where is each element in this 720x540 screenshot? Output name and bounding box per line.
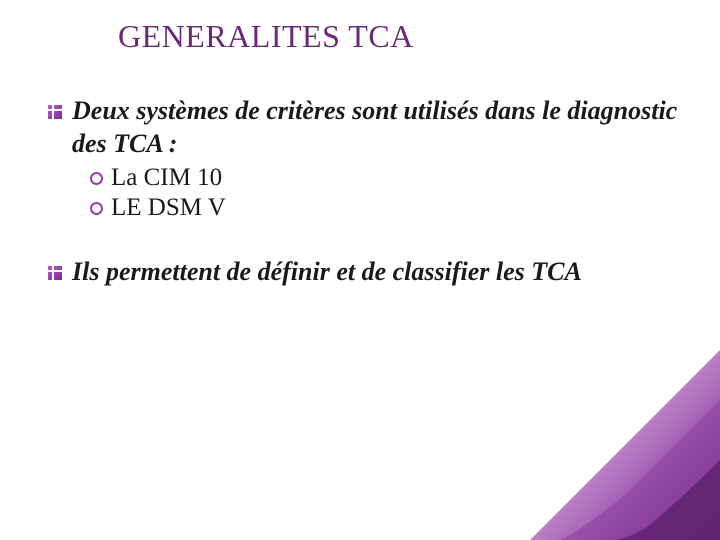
square-bullet-icon [48, 105, 62, 119]
circle-bullet-icon [90, 202, 103, 215]
sub-item: LE DSM V [90, 194, 680, 222]
square-bullet-icon [48, 266, 62, 280]
sub-text: La CIM 10 [111, 164, 222, 192]
bullet-item: Ils permettent de définir et de classifi… [48, 256, 680, 289]
sub-item: La CIM 10 [90, 164, 680, 192]
sub-list: La CIM 10 LE DSM V [90, 164, 680, 222]
bullet-item: Deux systèmes de critères sont utilisés … [48, 95, 680, 160]
corner-gradient-icon [530, 350, 720, 540]
circle-bullet-icon [90, 172, 103, 185]
content-block: Deux systèmes de critères sont utilisés … [48, 95, 680, 289]
bullet-text: Ils permettent de définir et de classifi… [72, 256, 582, 289]
corner-decoration [530, 350, 720, 540]
bullet-text: Deux systèmes de critères sont utilisés … [72, 95, 680, 160]
sub-text: LE DSM V [111, 194, 226, 222]
slide-title: GENERALITES TCA [118, 18, 680, 55]
slide: GENERALITES TCA Deux systèmes de critère… [0, 0, 720, 540]
